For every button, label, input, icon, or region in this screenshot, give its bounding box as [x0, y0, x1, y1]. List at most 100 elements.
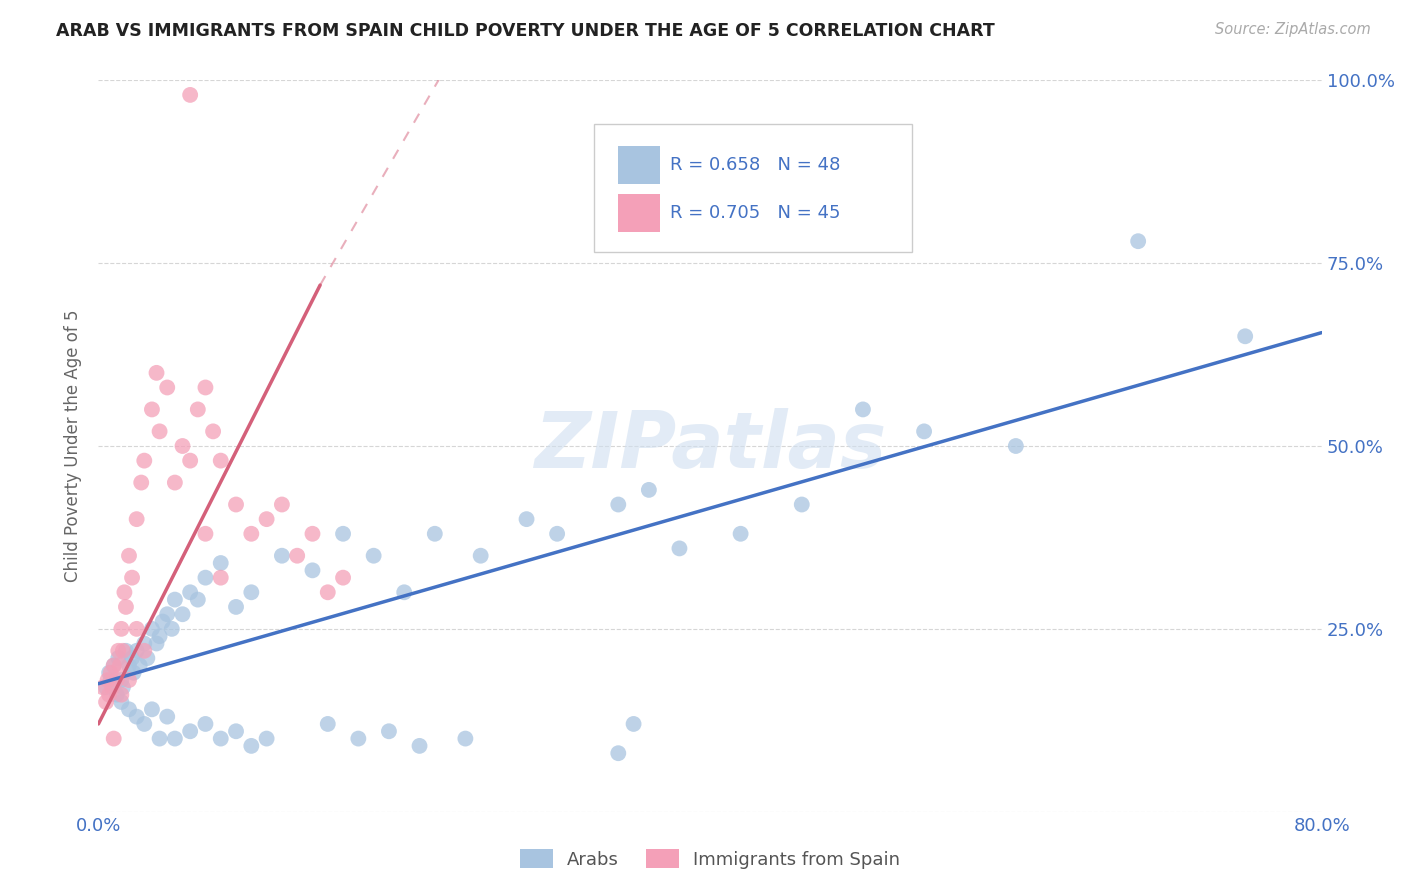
- Point: [100, 673, 122, 687]
- Point: [607, 746, 630, 760]
- Point: [98, 665, 121, 680]
- Point: [225, 498, 247, 512]
- Point: [256, 731, 278, 746]
- Point: [194, 526, 217, 541]
- Point: [316, 717, 339, 731]
- Point: [163, 475, 186, 490]
- Point: [270, 549, 292, 563]
- Point: [730, 526, 752, 541]
- Point: [134, 717, 156, 731]
- Point: [179, 585, 201, 599]
- Text: R = 0.658   N = 48: R = 0.658 N = 48: [669, 156, 839, 174]
- Point: [668, 541, 690, 556]
- Point: [136, 651, 159, 665]
- Point: [149, 629, 172, 643]
- Point: [347, 731, 370, 746]
- Legend: Arabs, Immigrants from Spain: Arabs, Immigrants from Spain: [513, 842, 907, 876]
- Point: [111, 644, 134, 658]
- Point: [118, 658, 141, 673]
- Point: [121, 651, 143, 665]
- Point: [128, 658, 150, 673]
- Point: [163, 731, 186, 746]
- Point: [110, 673, 132, 687]
- Point: [363, 549, 385, 563]
- Point: [110, 688, 132, 702]
- Point: [852, 402, 875, 417]
- Point: [516, 512, 538, 526]
- Point: [912, 425, 935, 439]
- Point: [145, 636, 167, 650]
- Point: [156, 380, 179, 394]
- Point: [209, 453, 232, 467]
- Point: [125, 709, 148, 723]
- Point: [194, 571, 217, 585]
- Point: [408, 739, 430, 753]
- Point: [129, 475, 152, 490]
- Point: [108, 658, 131, 673]
- Point: [156, 709, 179, 723]
- Point: [97, 673, 120, 687]
- Point: [110, 622, 132, 636]
- Point: [1004, 439, 1026, 453]
- Text: ZIPatlas: ZIPatlas: [534, 408, 886, 484]
- Point: [121, 571, 143, 585]
- Point: [270, 498, 292, 512]
- Point: [607, 498, 630, 512]
- Point: [156, 607, 179, 622]
- Point: [790, 498, 813, 512]
- Y-axis label: Child Poverty Under the Age of 5: Child Poverty Under the Age of 5: [65, 310, 83, 582]
- Point: [125, 644, 148, 658]
- Point: [179, 724, 201, 739]
- Point: [105, 688, 128, 702]
- Text: Source: ZipAtlas.com: Source: ZipAtlas.com: [1215, 22, 1371, 37]
- Point: [91, 681, 114, 695]
- Point: [209, 731, 232, 746]
- Point: [225, 724, 247, 739]
- Point: [105, 673, 128, 687]
- Point: [118, 702, 141, 716]
- Point: [172, 607, 194, 622]
- Point: [134, 636, 156, 650]
- Point: [240, 526, 263, 541]
- Point: [187, 592, 209, 607]
- Point: [172, 439, 194, 453]
- Point: [107, 651, 129, 665]
- Point: [285, 549, 308, 563]
- Point: [423, 526, 446, 541]
- Point: [179, 453, 201, 467]
- Point: [202, 425, 225, 439]
- Point: [134, 453, 156, 467]
- Point: [163, 592, 186, 607]
- Point: [332, 571, 354, 585]
- Point: [149, 425, 172, 439]
- Point: [546, 526, 568, 541]
- Point: [209, 556, 232, 570]
- Point: [122, 665, 145, 680]
- Point: [141, 402, 163, 417]
- Text: ARAB VS IMMIGRANTS FROM SPAIN CHILD POVERTY UNDER THE AGE OF 5 CORRELATION CHART: ARAB VS IMMIGRANTS FROM SPAIN CHILD POVE…: [56, 22, 995, 40]
- Point: [107, 644, 129, 658]
- Point: [470, 549, 492, 563]
- Point: [118, 549, 141, 563]
- Point: [454, 731, 477, 746]
- Point: [125, 622, 148, 636]
- Point: [115, 599, 138, 614]
- Point: [125, 512, 148, 526]
- FancyBboxPatch shape: [619, 146, 659, 184]
- FancyBboxPatch shape: [593, 124, 912, 252]
- FancyBboxPatch shape: [619, 194, 659, 232]
- Point: [103, 658, 125, 673]
- Point: [378, 724, 401, 739]
- Point: [101, 681, 124, 695]
- Point: [301, 526, 323, 541]
- Point: [98, 688, 121, 702]
- Point: [332, 526, 354, 541]
- Point: [111, 681, 134, 695]
- Point: [149, 731, 172, 746]
- Point: [118, 673, 141, 687]
- Point: [110, 695, 132, 709]
- Point: [225, 599, 247, 614]
- Point: [94, 681, 117, 695]
- Point: [141, 702, 163, 716]
- Point: [637, 483, 661, 497]
